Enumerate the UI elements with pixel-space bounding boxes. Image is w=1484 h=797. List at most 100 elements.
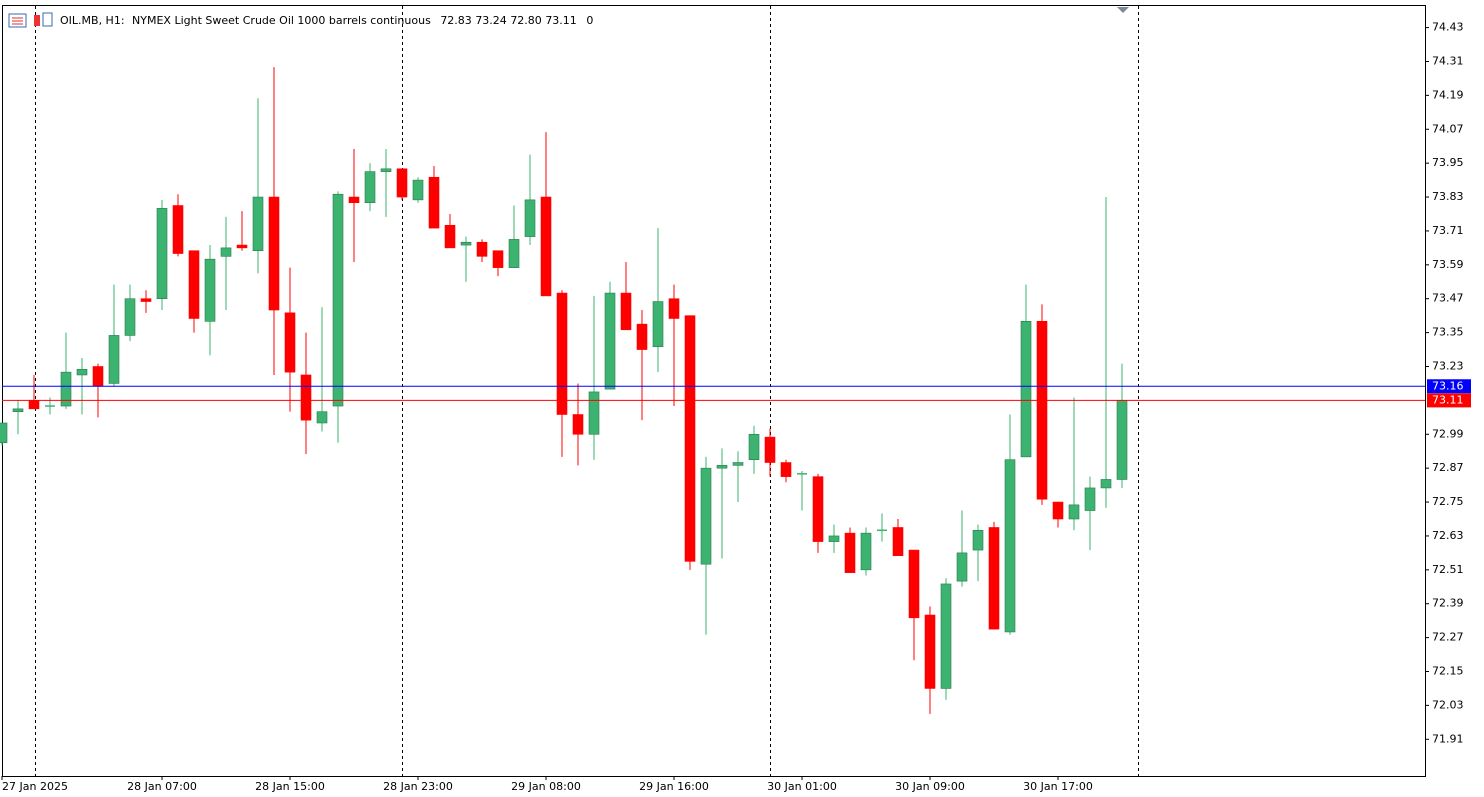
price-label-bg bbox=[1427, 379, 1471, 394]
candle bbox=[940, 578, 952, 700]
description: NYMEX Light Sweet Crude Oil 1000 barrels… bbox=[132, 14, 431, 27]
ohlc-open: 72.83 bbox=[440, 14, 472, 27]
y-tick-label: 73.83 bbox=[1432, 190, 1464, 203]
candle bbox=[684, 315, 696, 570]
candle-body bbox=[140, 298, 152, 302]
candle-body bbox=[396, 168, 408, 198]
candle bbox=[732, 451, 744, 503]
y-tick-label: 72.39 bbox=[1432, 597, 1464, 610]
candle-body bbox=[1036, 321, 1048, 500]
candle bbox=[268, 67, 280, 375]
y-tick-label: 72.27 bbox=[1432, 631, 1464, 644]
candle bbox=[1020, 284, 1032, 458]
candle bbox=[652, 228, 664, 373]
candle-body bbox=[92, 366, 104, 387]
candle bbox=[0, 422, 8, 446]
candle bbox=[348, 149, 360, 262]
candle bbox=[300, 332, 312, 455]
candle-body bbox=[268, 196, 280, 311]
candle-body bbox=[188, 250, 200, 319]
candle bbox=[60, 332, 72, 409]
period-separators bbox=[35, 6, 1139, 776]
candle-body bbox=[972, 529, 984, 551]
candle-body bbox=[156, 208, 168, 300]
ohlc-close: 73.11 bbox=[545, 14, 577, 27]
chart-header: OIL.MB, H1: NYMEX Light Sweet Crude Oil … bbox=[60, 14, 593, 27]
candle bbox=[156, 199, 168, 311]
y-tick-label: 73.71 bbox=[1432, 224, 1464, 237]
icon bbox=[34, 15, 40, 26]
candle-body bbox=[492, 250, 504, 268]
y-tick-label: 72.75 bbox=[1432, 495, 1464, 508]
x-tick-label: 29 Jan 08:00 bbox=[511, 780, 581, 793]
candle-body bbox=[700, 467, 712, 565]
candle-body bbox=[684, 315, 696, 562]
candle-body bbox=[1020, 321, 1032, 458]
candle bbox=[572, 383, 584, 466]
candle bbox=[12, 400, 24, 435]
candle-body bbox=[124, 298, 136, 336]
candle bbox=[716, 448, 728, 559]
candle bbox=[140, 290, 152, 313]
candle bbox=[1068, 397, 1080, 531]
x-tick-label: 29 Jan 16:00 bbox=[639, 780, 709, 793]
candle bbox=[636, 310, 648, 421]
candle-body bbox=[332, 193, 344, 407]
candle bbox=[220, 216, 232, 311]
header-icons bbox=[8, 12, 53, 28]
candle-body bbox=[588, 391, 600, 435]
x-tick-label: 28 Jan 23:00 bbox=[383, 780, 453, 793]
candle-body bbox=[780, 462, 792, 477]
candle-body bbox=[572, 414, 584, 435]
y-tick-label: 72.15 bbox=[1432, 665, 1464, 678]
candle-body bbox=[28, 400, 40, 410]
candle bbox=[236, 211, 248, 251]
candle-body bbox=[956, 552, 968, 582]
candle bbox=[172, 194, 184, 257]
y-tick-label: 72.51 bbox=[1432, 563, 1464, 576]
y-tick-label: 74.07 bbox=[1432, 122, 1464, 135]
candle bbox=[1036, 304, 1048, 505]
candle bbox=[108, 284, 120, 387]
candle-body bbox=[1116, 400, 1128, 480]
candle-body bbox=[556, 292, 568, 415]
candle-body bbox=[412, 179, 424, 201]
x-tick-label: 28 Jan 07:00 bbox=[127, 780, 197, 793]
candle-body bbox=[620, 292, 632, 331]
candle-body bbox=[12, 408, 24, 412]
candle bbox=[748, 425, 760, 474]
candle-body bbox=[924, 614, 936, 689]
candle-body bbox=[908, 549, 920, 619]
candle-body bbox=[716, 465, 728, 469]
candle bbox=[1052, 501, 1064, 528]
candle bbox=[797, 470, 807, 511]
candle bbox=[764, 428, 776, 477]
candle-body bbox=[444, 224, 456, 249]
candle bbox=[428, 165, 440, 229]
candle-body bbox=[1084, 487, 1096, 511]
candle bbox=[124, 284, 136, 342]
candle bbox=[828, 524, 840, 553]
ohlc-low: 72.80 bbox=[510, 14, 542, 27]
candle-body bbox=[60, 371, 72, 407]
candle bbox=[540, 132, 552, 297]
candle bbox=[844, 527, 856, 573]
y-tick-label: 73.35 bbox=[1432, 326, 1464, 339]
candle-body bbox=[476, 241, 488, 257]
ohlc-high: 73.24 bbox=[475, 14, 507, 27]
candle-body bbox=[668, 298, 680, 319]
y-tick-label: 74.19 bbox=[1432, 88, 1464, 101]
candle-body bbox=[1052, 501, 1064, 520]
candle bbox=[812, 473, 824, 553]
y-tick-label: 74.31 bbox=[1432, 54, 1464, 67]
candle bbox=[620, 262, 632, 331]
candle-body bbox=[812, 476, 824, 542]
candle-body bbox=[892, 527, 904, 557]
candle bbox=[556, 290, 568, 457]
candle-body bbox=[460, 241, 472, 246]
candle bbox=[332, 191, 344, 443]
candle bbox=[380, 149, 392, 217]
candle bbox=[1084, 476, 1096, 551]
